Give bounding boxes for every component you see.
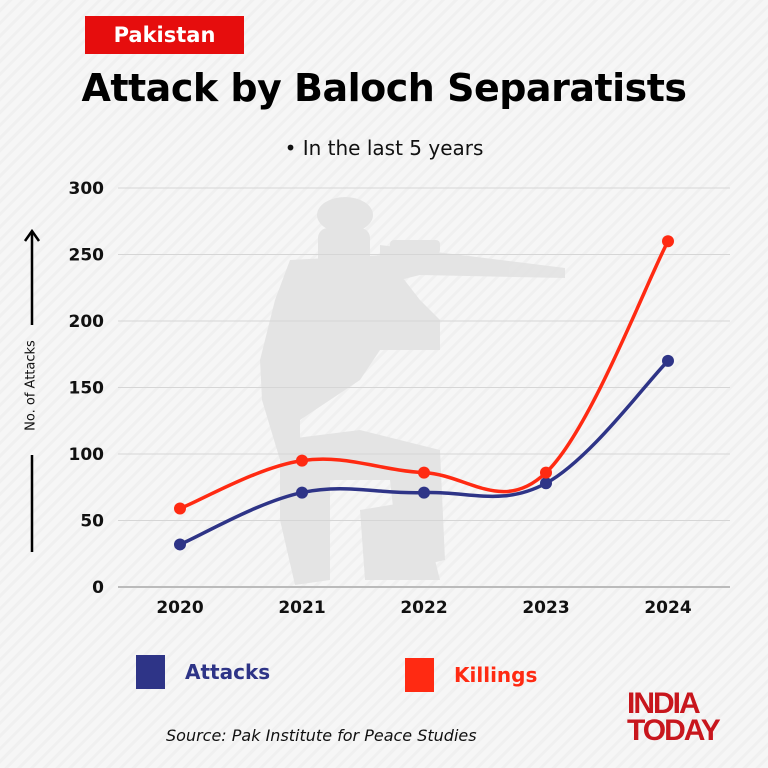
- data-point: [296, 486, 308, 499]
- y-tick-label: 0: [92, 578, 104, 598]
- y-axis-ticks: 0 50 100 150 200 250 300: [69, 179, 105, 598]
- y-tick-label: 100: [69, 445, 105, 465]
- soldier-silhouette-icon: [260, 197, 565, 585]
- series-line-killings: [179, 240, 670, 511]
- data-point: [540, 466, 552, 479]
- data-point: [418, 486, 430, 499]
- x-tick-label: 2020: [156, 598, 203, 618]
- y-axis-arrow-icon: [23, 228, 41, 552]
- series-lines: [174, 235, 674, 551]
- legend-item-killings: Killings: [405, 658, 537, 692]
- chart-title: Attack by Baloch Separatists: [81, 66, 687, 110]
- logo-line2: TODAY: [627, 714, 721, 747]
- y-tick-label: 200: [69, 312, 105, 332]
- legend-item-attacks: Attacks: [136, 655, 270, 689]
- y-axis-label-wrap: No. of Attacks: [16, 228, 46, 554]
- x-axis-ticks: 2020 2021 2022 2023 2024: [156, 598, 691, 618]
- legend-swatch-killings: [405, 658, 434, 692]
- legend-label-attacks: Attacks: [185, 660, 271, 684]
- x-tick-label: 2023: [522, 598, 569, 618]
- gridlines: [118, 187, 730, 588]
- legend-swatch-attacks: [136, 655, 165, 689]
- legend-label-killings: Killings: [454, 663, 538, 687]
- data-point: [540, 477, 552, 490]
- x-tick-label: 2024: [644, 598, 691, 618]
- y-axis-label: No. of Attacks: [23, 340, 39, 431]
- source-note: Source: Pak Institute for Peace Studies: [166, 726, 477, 745]
- y-tick-label: 150: [69, 379, 105, 399]
- subtitle-text: In the last 5 years: [302, 136, 484, 160]
- chart-subtitle: • In the last 5 years: [284, 136, 484, 160]
- y-tick-label: 50: [80, 512, 104, 532]
- y-tick-label: 250: [69, 246, 105, 266]
- data-point: [662, 354, 674, 367]
- country-tag: Pakistan: [85, 16, 244, 54]
- x-tick-label: 2022: [400, 598, 447, 618]
- y-tick-label: 300: [69, 179, 105, 199]
- data-point: [174, 538, 186, 551]
- logo-line1: INDIA: [627, 687, 701, 720]
- data-point: [418, 466, 430, 479]
- data-point: [296, 454, 308, 467]
- data-point: [174, 502, 186, 515]
- country-tag-label: Pakistan: [113, 23, 216, 47]
- x-tick-label: 2021: [278, 598, 325, 618]
- india-today-logo: INDIA TODAY: [627, 687, 721, 747]
- data-point: [662, 235, 674, 248]
